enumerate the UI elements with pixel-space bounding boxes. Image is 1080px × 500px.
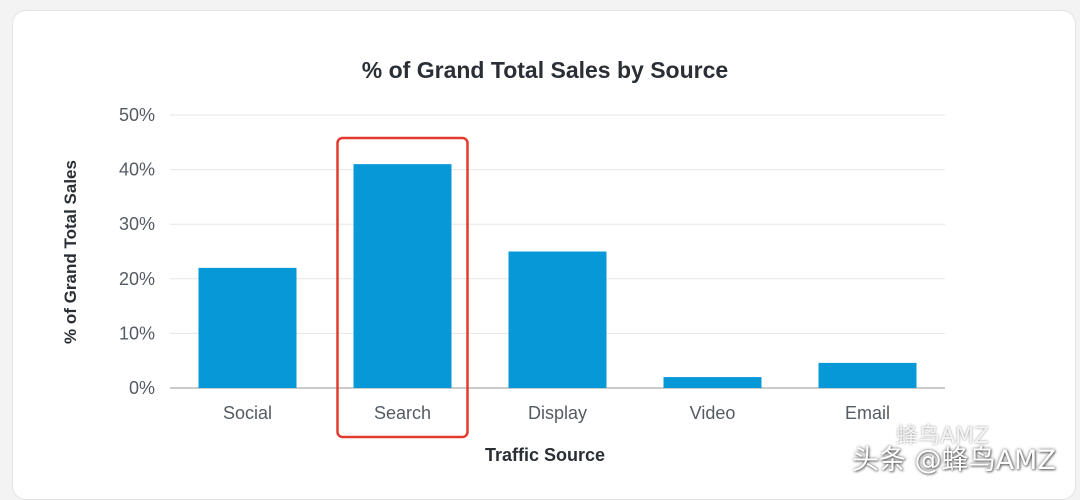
- y-tick-label: 20%: [119, 269, 155, 289]
- bar-email: [818, 362, 917, 388]
- x-tick-label: Search: [374, 403, 431, 423]
- bar-chart: % of Grand Total Sales by Source % of Gr…: [61, 57, 945, 465]
- bar-social: [198, 267, 297, 388]
- y-tick-label: 0%: [129, 378, 155, 398]
- y-tick-label: 40%: [119, 160, 155, 180]
- x-tick-label: Video: [690, 403, 736, 423]
- x-tick-label: Social: [223, 403, 272, 423]
- y-tick-label: 50%: [119, 105, 155, 125]
- y-tick-label: 30%: [119, 214, 155, 234]
- watermark-logo: 蜂鸟AMZ: [896, 424, 990, 449]
- chart-title: % of Grand Total Sales by Source: [362, 57, 728, 83]
- watermark-account: 头条 @蜂鸟AMZ: [852, 445, 1056, 476]
- bar-display: [508, 251, 607, 388]
- highlight-box: [336, 136, 469, 439]
- x-tick-label: Display: [528, 403, 587, 423]
- x-axis-label: Traffic Source: [485, 445, 605, 465]
- bar-search: [353, 164, 452, 388]
- y-axis-label: % of Grand Total Sales: [61, 160, 80, 344]
- y-tick-label: 10%: [119, 323, 155, 343]
- x-tick-label: Email: [845, 403, 890, 423]
- bar-video: [663, 377, 762, 388]
